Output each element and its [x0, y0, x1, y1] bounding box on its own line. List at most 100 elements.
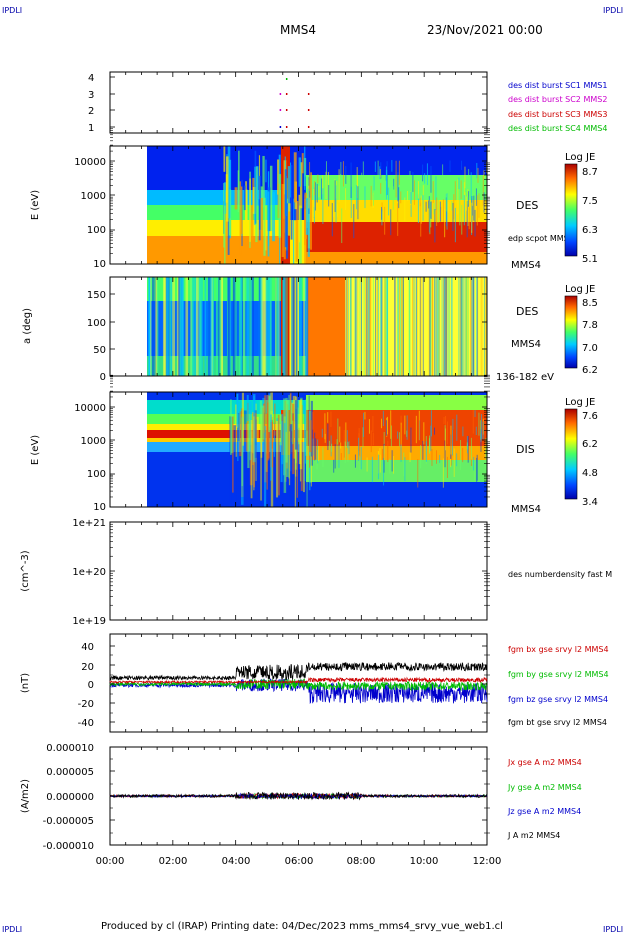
des-energy-stripe	[445, 197, 447, 227]
pitch-band-orange	[306, 277, 345, 376]
dis-stripe	[304, 400, 307, 464]
des-energy-stripe	[429, 200, 431, 235]
pitch-stripe	[462, 277, 464, 376]
des-energy-stripe	[298, 194, 301, 243]
des-energy-stripe	[240, 186, 243, 234]
des-energy-stripe	[452, 202, 454, 231]
dis-stripe	[467, 435, 469, 463]
dis-stripe	[237, 393, 239, 462]
des-energy-stripe	[454, 207, 456, 243]
des-energy-stripe	[269, 165, 273, 232]
des-energy-stripe	[410, 191, 412, 204]
dis-stripe	[383, 431, 385, 454]
des-energy-stripe	[328, 185, 330, 207]
des-energy-stripe	[379, 166, 381, 179]
burst-ytick-4: 4	[88, 73, 94, 84]
pitch-stripe	[275, 277, 279, 376]
pitch-stripe	[438, 277, 440, 376]
fgm-legend-bx: fgm bx gse srvy l2 MMS4	[508, 645, 609, 654]
pitch-stripe	[370, 277, 372, 376]
dis-stripe	[473, 456, 475, 471]
pitch-stripe	[461, 277, 463, 376]
dis-stripe	[425, 441, 427, 462]
pitch-stripe	[220, 277, 223, 376]
pitch-stripe	[263, 277, 267, 376]
pitch-stripe	[460, 277, 462, 376]
pitch-stripe	[467, 277, 469, 376]
des-energy-stripe	[336, 204, 338, 218]
des-energy-stripe	[298, 157, 302, 187]
dis-stripe	[377, 454, 379, 480]
dis-stripe	[436, 450, 438, 464]
corner-label-bl: IPDLI	[2, 925, 22, 934]
des-energy-stripe	[265, 205, 267, 251]
pitch-stripe	[470, 277, 472, 376]
pitch-stripe	[242, 277, 246, 376]
dis-stripe	[364, 411, 366, 420]
pitch-stripe	[384, 277, 386, 376]
dis-stripe	[236, 393, 239, 427]
des-energy-stripe	[341, 208, 343, 244]
pitch-stripe	[181, 277, 184, 376]
pitch-stripe	[291, 277, 293, 376]
pitch-stripe	[481, 277, 483, 376]
current-legend-jx: Jx gse A m2 MMS4	[507, 758, 582, 767]
pitch-stripe	[240, 277, 243, 376]
fgm-bt-trace	[109, 661, 488, 681]
dis-stripe	[249, 401, 252, 461]
pitch-stripe	[296, 277, 299, 376]
des-energy-stripe	[390, 209, 392, 236]
des-energy-stripe	[468, 207, 470, 230]
pitch-cbar-tick-1: 7.8	[582, 320, 598, 331]
des-energy-stripe	[430, 166, 432, 193]
dis-stripe	[345, 422, 347, 448]
pitch-stripe	[372, 277, 374, 376]
pitch-stripe	[185, 277, 189, 376]
des-energy-stripe	[458, 177, 460, 190]
burst-mark	[285, 126, 288, 128]
dis-stripe	[232, 416, 234, 493]
des-energy-stripe	[463, 182, 465, 201]
dis-stripe	[387, 440, 389, 463]
dis-stripe	[250, 420, 253, 499]
pitch-stripe	[449, 277, 451, 376]
dis-stripe	[288, 431, 291, 486]
des-energy-stripe	[442, 164, 444, 182]
dis-stripe	[303, 429, 305, 493]
corner-label-tr: IPDLI	[603, 6, 623, 15]
des-energy-ytick-1000: 1000	[81, 191, 106, 202]
des-energy-stripe	[395, 160, 397, 198]
des-energy-stripe	[409, 170, 411, 198]
pitch-stripe	[363, 277, 365, 376]
des-energy-stripe	[428, 196, 430, 233]
des-energy-stripe	[374, 161, 376, 172]
des-energy-stripe	[424, 173, 426, 184]
dis-stripe	[310, 400, 313, 466]
des-energy-stripe	[433, 203, 435, 215]
pitch-cbar-tick-3: 6.2	[582, 365, 598, 376]
dis-stripe	[317, 439, 319, 464]
current-legend-jz: Jz gse A m2 MMS4	[507, 807, 581, 816]
pitch-stripe	[380, 277, 382, 376]
pitch-stripe	[386, 277, 388, 376]
fgm-legend-by: fgm by gse srvy l2 MMS4	[508, 670, 609, 679]
pitch-stripe	[377, 277, 379, 376]
pitch-stripe	[368, 277, 370, 376]
pitch-stripe	[199, 277, 202, 376]
dis-stripe	[470, 437, 472, 464]
dis-stripe	[359, 456, 361, 470]
des-energy-stripe	[252, 186, 256, 214]
des-energy-stripe	[391, 160, 393, 172]
dis-stripe	[281, 413, 284, 465]
des-energy-stripe	[338, 169, 340, 203]
dis-cbar-tick-1: 6.2	[582, 439, 598, 450]
dis-stripe	[480, 433, 482, 442]
panel-fgm: 40 20 0 -20 -40 (nT) fgm bx gse srvy l2 …	[20, 633, 609, 733]
des-energy-stripe	[227, 187, 230, 255]
pitch-stripe	[419, 277, 421, 376]
dis-stripe	[431, 449, 433, 466]
corner-label-br: IPDLI	[603, 925, 623, 934]
pitch-stripe	[359, 277, 361, 376]
pitch-stripe	[298, 277, 302, 376]
pitch-stripe	[465, 277, 467, 376]
